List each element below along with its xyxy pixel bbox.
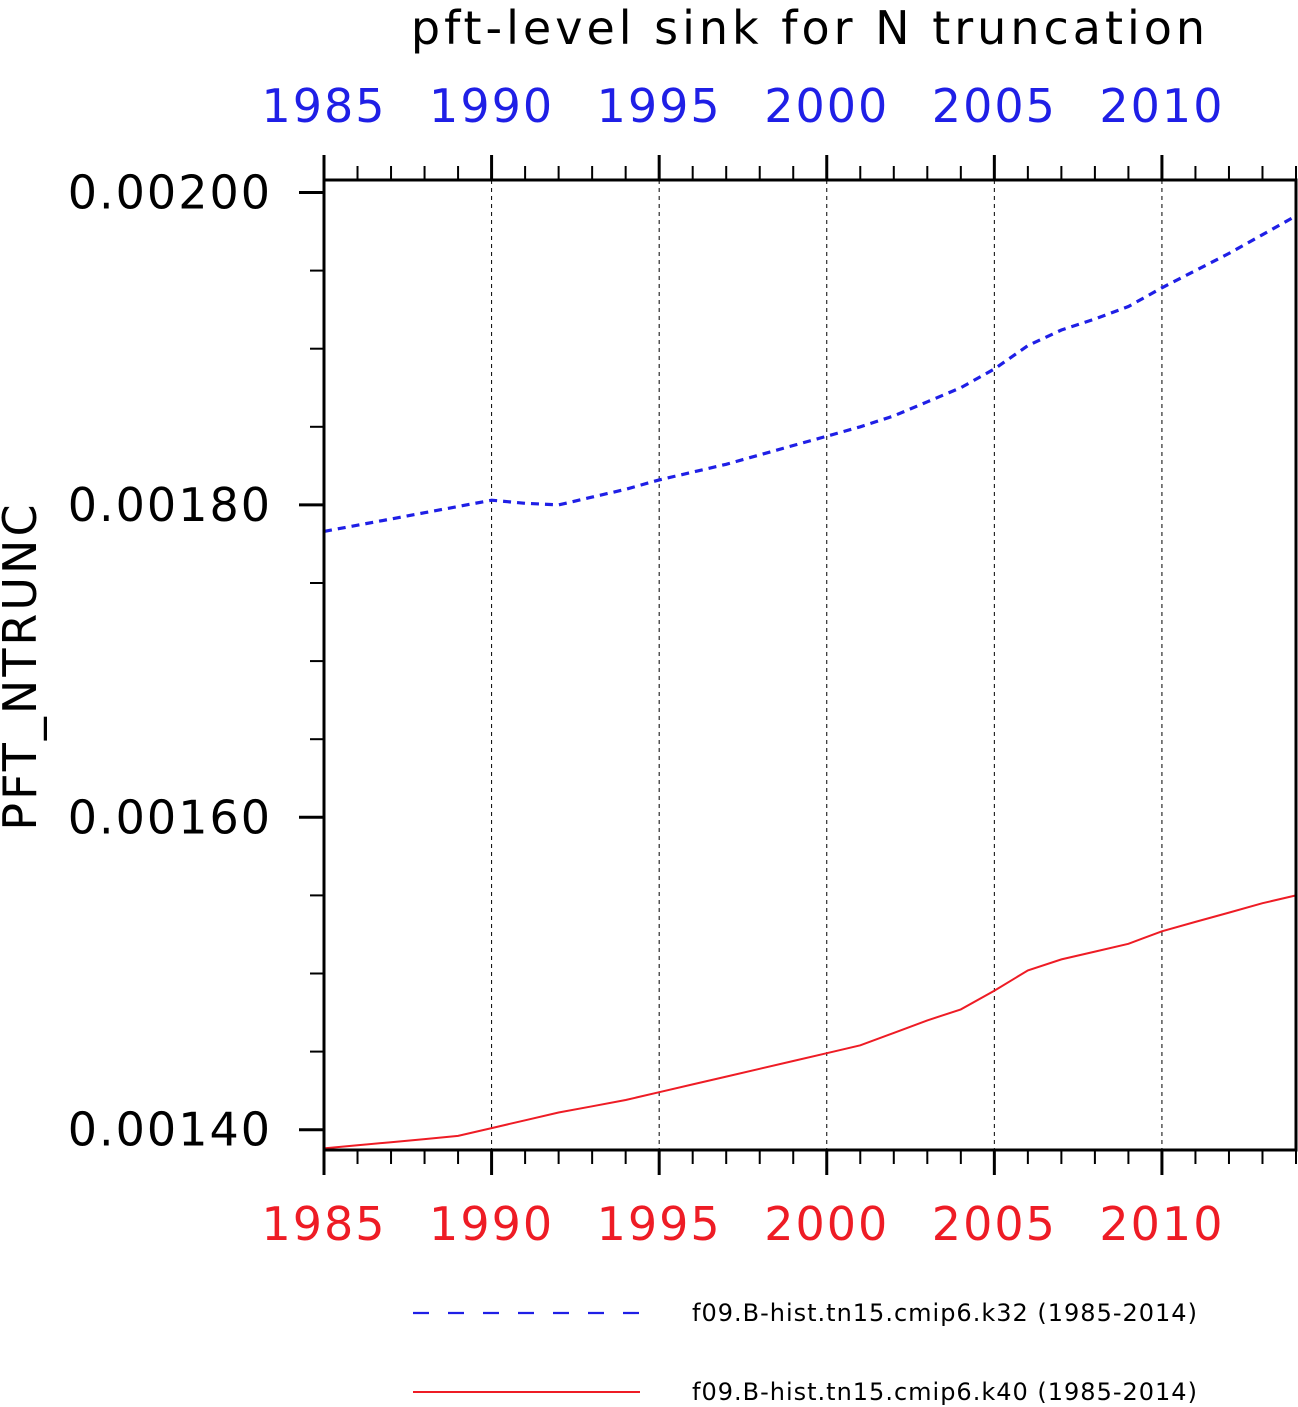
x-tick-label-top-1995: 1995 [597, 79, 722, 133]
x-tick-label-top-2005: 2005 [932, 79, 1057, 133]
series-lines [323, 214, 1297, 1150]
legend: f09.B-hist.tn15.cmip6.k32 (1985-2014) f0… [413, 1299, 1198, 1406]
axis-labels: 1985 1985 1990 1990 1995 1995 2000 2000 2005 2005… [68, 79, 1224, 1251]
x-tick-label-top-2010: 2010 [1099, 79, 1224, 133]
chart-title: pft-level sink for N truncation [411, 1, 1209, 55]
x-tick-label-bottom-1990: 1990 [429, 1197, 554, 1251]
x-tick-label-top-2000: 2000 [764, 79, 889, 133]
x-tick-label-bottom-2010: 2010 [1099, 1197, 1224, 1251]
y-tick-label-2: 0.00180 [68, 478, 272, 532]
axis-ticks [299, 155, 1297, 1175]
x-tick-label-bottom-1985: 1985 [261, 1197, 386, 1251]
x-tick-label-bottom-1995: 1995 [597, 1197, 722, 1251]
y-tick-label-1: 0.00160 [68, 790, 272, 844]
x-tick-label-bottom-2000: 2000 [764, 1197, 889, 1251]
legend-label-k32: f09.B-hist.tn15.cmip6.k32 (1985-2014) [692, 1299, 1198, 1327]
legend-label-k40: f09.B-hist.tn15.cmip6.k40 (1985-2014) [692, 1378, 1198, 1406]
y-tick-label-0: 0.00140 [68, 1103, 272, 1157]
x-tick-label-bottom-2005: 2005 [932, 1197, 1057, 1251]
series-line-1 [323, 894, 1297, 1150]
x-tick-label-top-1985: 1985 [261, 79, 386, 133]
grid-lines [491, 180, 1163, 1150]
y-axis-label: PFT_NTRUNC [0, 501, 47, 830]
series-line-0 [323, 214, 1297, 533]
y-tick-label-3: 0.00200 [68, 165, 272, 219]
x-tick-label-top-1990: 1990 [429, 79, 554, 133]
plot-frame [322, 178, 1298, 1152]
